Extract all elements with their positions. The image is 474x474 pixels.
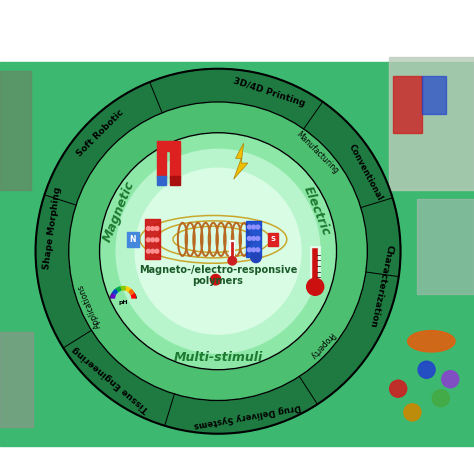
Text: Soft Robotic: Soft Robotic [75,108,125,158]
Circle shape [36,69,401,434]
Text: Manufacturing: Manufacturing [294,129,340,175]
Circle shape [155,249,159,253]
Polygon shape [234,143,248,179]
Circle shape [146,227,150,230]
Text: 3D/4D Printing: 3D/4D Printing [232,77,307,109]
Wedge shape [120,286,126,291]
Bar [422,76,446,114]
Circle shape [210,274,221,285]
Circle shape [256,225,260,229]
Wedge shape [125,286,131,292]
Wedge shape [112,289,118,295]
Circle shape [432,390,449,407]
Text: Magnetic: Magnetic [101,179,137,244]
Bar [157,141,180,151]
Circle shape [307,278,324,295]
Bar [417,199,474,294]
Text: Magneto-/electro-responsive: Magneto-/electro-responsive [139,265,297,275]
Circle shape [146,238,150,242]
Text: polymers: polymers [192,275,244,286]
Circle shape [151,227,155,230]
Circle shape [247,248,251,252]
Circle shape [418,361,435,378]
Circle shape [228,256,237,265]
Bar [393,76,422,133]
Circle shape [252,237,255,240]
Text: Characterization: Characterization [368,244,394,328]
Circle shape [151,249,155,253]
Wedge shape [130,293,136,299]
Text: Property: Property [308,329,336,360]
Circle shape [256,237,260,240]
Bar [127,232,139,247]
Wedge shape [128,289,135,295]
Bar [170,149,180,178]
Circle shape [146,249,150,253]
Circle shape [390,380,407,397]
Text: Drug Delivery Systems: Drug Delivery Systems [193,401,301,429]
Bar [0,332,33,427]
Bar [0,62,474,446]
Circle shape [151,238,155,242]
Circle shape [252,225,255,229]
Text: N: N [129,235,136,244]
Circle shape [252,248,255,252]
Bar [157,149,166,178]
Bar [268,233,278,246]
Bar [157,176,166,185]
Bar [389,57,474,190]
Circle shape [247,237,251,240]
Text: Tissue Engineering: Tissue Engineering [71,344,151,414]
Ellipse shape [408,331,455,352]
Circle shape [247,225,251,229]
Bar [170,176,180,185]
Circle shape [69,102,367,401]
Text: Conventional: Conventional [346,143,384,203]
Bar [145,219,160,259]
Text: Applications: Applications [76,283,103,329]
Text: Multi-stimuli: Multi-stimuli [173,351,263,365]
Text: pH: pH [118,300,128,305]
Circle shape [100,133,337,370]
Circle shape [155,238,159,242]
Circle shape [442,371,459,388]
Wedge shape [115,286,121,292]
Text: S: S [271,236,275,242]
Circle shape [256,248,260,252]
Text: Shape Morphing: Shape Morphing [43,186,63,270]
Circle shape [404,404,421,421]
Circle shape [116,149,320,353]
Wedge shape [110,293,116,299]
Text: Electric: Electric [301,184,333,238]
Circle shape [155,227,159,230]
Circle shape [251,252,261,263]
Circle shape [135,168,301,334]
Bar [246,221,261,257]
Bar [0,71,31,190]
